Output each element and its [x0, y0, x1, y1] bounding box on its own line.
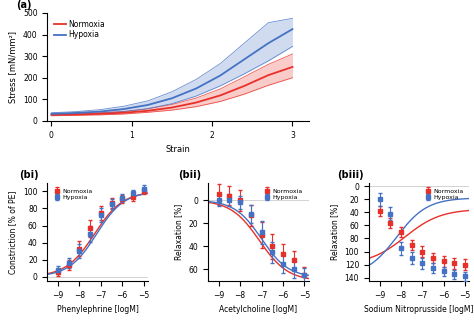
Hypoxia: [265, 41, 271, 45]
Legend: Normoxia, Hypoxia: Normoxia, Hypoxia: [261, 186, 305, 203]
Normoxia: [169, 106, 175, 109]
Hypoxia: [217, 74, 223, 78]
Hypoxia: [145, 103, 151, 107]
Hypoxia: [290, 27, 295, 31]
X-axis label: Acetylcholine [logM]: Acetylcholine [logM]: [219, 305, 297, 314]
Line: Normoxia: Normoxia: [51, 67, 292, 115]
Hypoxia: [241, 57, 247, 61]
Y-axis label: Relaxation [%]: Relaxation [%]: [330, 204, 339, 260]
Legend: Normoxia, Hypoxia: Normoxia, Hypoxia: [51, 186, 95, 203]
Legend: Normoxia, Hypoxia: Normoxia, Hypoxia: [51, 17, 108, 42]
Normoxia: [241, 84, 247, 88]
Normoxia: [73, 112, 78, 116]
Text: (biii): (biii): [337, 170, 363, 180]
Hypoxia: [73, 111, 78, 115]
Hypoxia: [169, 96, 175, 100]
X-axis label: Strain: Strain: [165, 145, 191, 154]
Normoxia: [217, 94, 223, 98]
Text: (bi): (bi): [19, 170, 39, 180]
Y-axis label: Constriction [% of PE]: Constriction [% of PE]: [9, 190, 18, 274]
Normoxia: [193, 101, 199, 105]
Text: (bii): (bii): [178, 170, 201, 180]
Normoxia: [265, 73, 271, 77]
Line: Hypoxia: Hypoxia: [51, 29, 292, 114]
Hypoxia: [193, 87, 199, 90]
Text: (a): (a): [16, 0, 32, 9]
Normoxia: [290, 65, 295, 69]
Normoxia: [145, 109, 151, 113]
Y-axis label: Relaxation [%]: Relaxation [%]: [174, 204, 183, 260]
Normoxia: [121, 111, 127, 115]
Normoxia: [48, 113, 54, 117]
Hypoxia: [97, 110, 102, 114]
Legend: Normoxia, Hypoxia: Normoxia, Hypoxia: [421, 186, 466, 203]
Y-axis label: Stress [mN/mm²]: Stress [mN/mm²]: [9, 31, 18, 103]
Hypoxia: [121, 107, 127, 111]
Hypoxia: [48, 112, 54, 116]
X-axis label: Phenylephrine [logM]: Phenylephrine [logM]: [57, 305, 138, 314]
X-axis label: Sodium Nitroprusside [logM]: Sodium Nitroprusside [logM]: [365, 305, 474, 314]
Normoxia: [97, 112, 102, 116]
